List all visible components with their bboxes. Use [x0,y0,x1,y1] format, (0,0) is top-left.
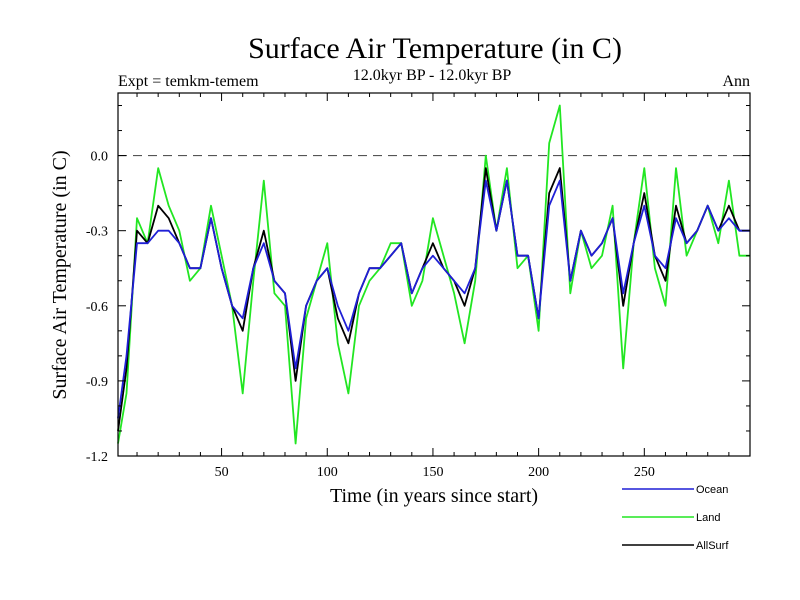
season-label: Ann [722,73,750,90]
legend-label-land: Land [696,512,720,524]
x-tick-label: 100 [317,465,338,480]
chart-title: Surface Air Temperature (in C) [248,32,622,65]
y-tick-label: -0.9 [86,375,108,390]
series-line-allsurf [117,167,750,432]
y-axis-label: Surface Air Temperature (in C) [49,150,71,399]
series-line-ocean [117,179,750,419]
x-axis-label: Time (in years since start) [330,485,538,507]
series-line-land [117,104,750,445]
x-tick-label: 200 [528,465,549,480]
plot-frame [117,92,751,457]
legend: Ocean Land AllSurf [622,484,729,552]
axis-ticks: 50 100 150 200 250 -1.2 -0.9 -0.6 -0.3 0.0 [86,93,750,480]
chart-subtitle: 12.0kyr BP - 12.0kyr BP [353,67,512,84]
x-tick-label: 250 [634,465,655,480]
x-tick-label: 50 [215,465,229,480]
y-tick-label: -1.2 [86,450,108,465]
x-tick-label: 150 [422,465,443,480]
legend-label-ocean: Ocean [696,484,728,496]
y-tick-label: 0.0 [91,150,109,165]
legend-label-allsurf: AllSurf [696,540,729,552]
experiment-label: Expt = temkm-temem [118,73,259,90]
y-tick-label: -0.6 [86,300,108,315]
plot-area [117,104,750,445]
y-tick-label: -0.3 [86,225,108,240]
